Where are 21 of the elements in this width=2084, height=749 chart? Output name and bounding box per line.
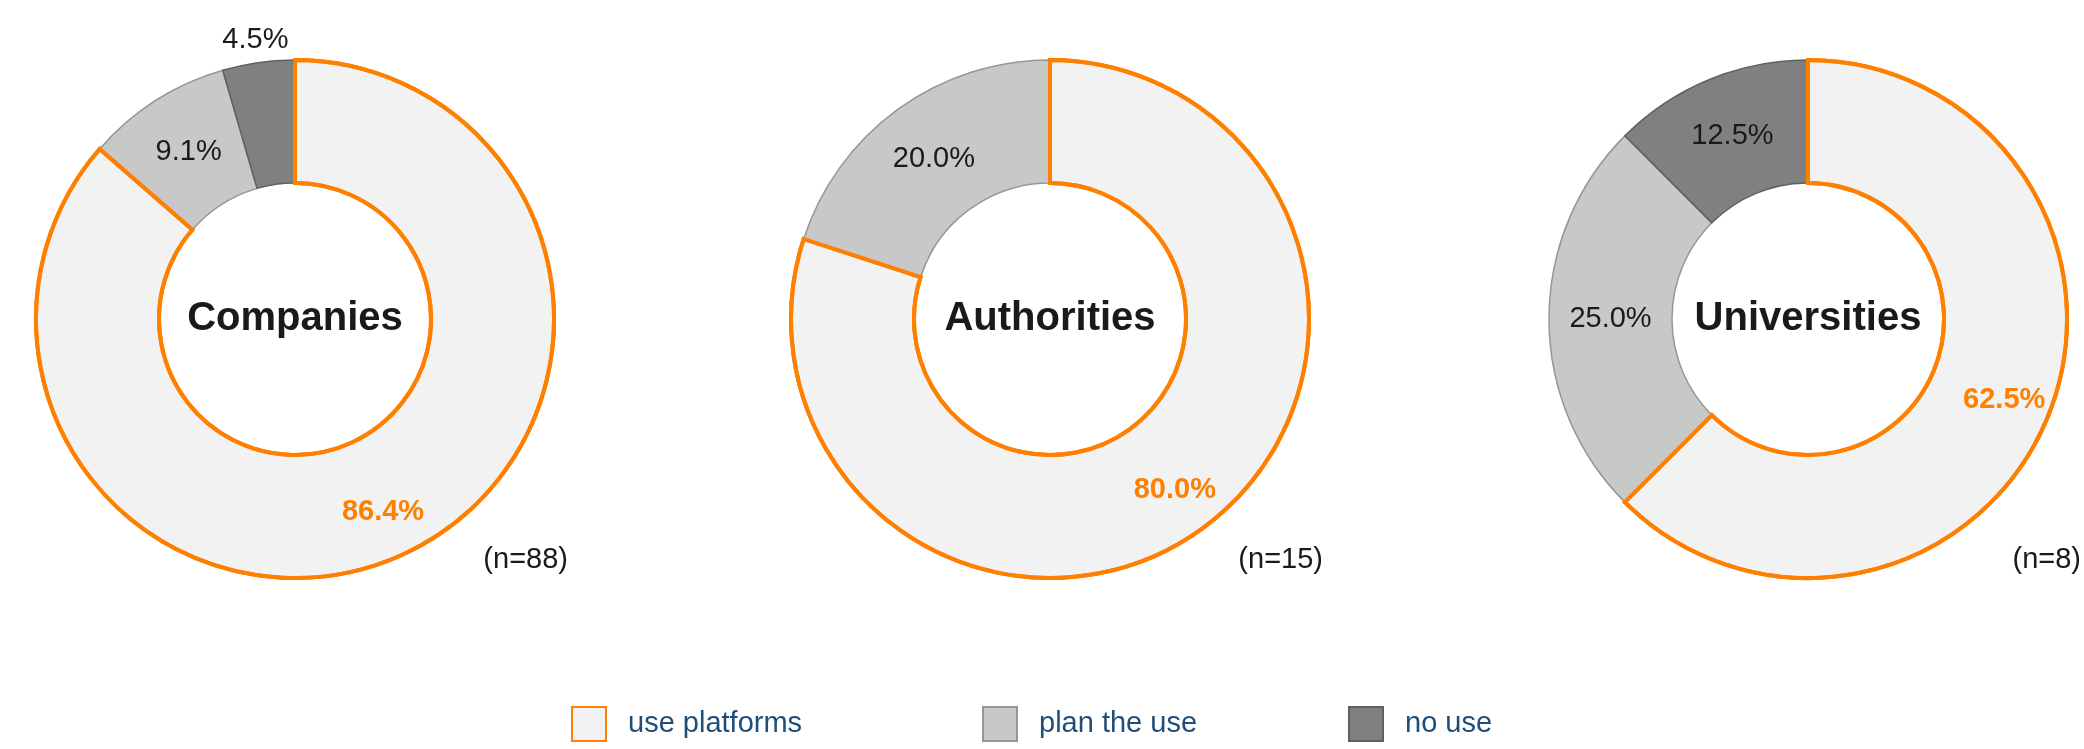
data-label: 9.1% (155, 134, 222, 167)
data-label: 4.5% (222, 22, 289, 55)
data-label: 80.0% (1133, 472, 1217, 505)
legend-label: use platforms (628, 705, 803, 738)
text: (n=8) (2012, 542, 2081, 574)
text: Companies (187, 293, 403, 338)
legend-label: plan the use (1039, 705, 1198, 738)
donut-slice (221, 59, 296, 190)
donut-slice (802, 59, 1051, 278)
data-label: 20.0% (892, 140, 976, 173)
text: (n=15) (1238, 542, 1323, 574)
data-label: 86.4% (341, 493, 425, 526)
data-label: 25.0% (1569, 300, 1652, 333)
data-label: 62.5% (1963, 381, 2046, 414)
donut-slice (1624, 59, 1809, 224)
legend-label: no use (1405, 705, 1493, 738)
data-label: 12.5% (1691, 118, 1774, 151)
text: Authorities (944, 293, 1156, 338)
text: Universities (1694, 293, 1922, 338)
text: (n=88) (483, 542, 568, 574)
donut-slice (98, 69, 258, 231)
